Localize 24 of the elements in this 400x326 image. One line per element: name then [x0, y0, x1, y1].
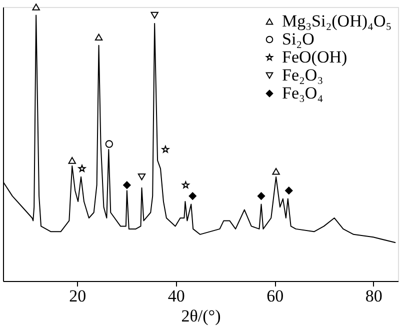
point [105, 140, 114, 148]
point [150, 12, 158, 19]
x-tick-label: 20 [69, 286, 86, 306]
point [257, 192, 266, 200]
point [94, 34, 103, 41]
x-axis-title: 2θ/(°) [181, 306, 221, 326]
x-tick-label: 40 [168, 286, 185, 306]
point [182, 181, 190, 188]
point [272, 168, 280, 175]
x-tick-label: 80 [365, 286, 382, 306]
point [188, 192, 196, 200]
legend-label: Fe₂O₃ [282, 66, 324, 84]
point [78, 164, 86, 172]
point [138, 173, 146, 180]
point [68, 157, 76, 164]
point [32, 4, 40, 10]
point [123, 181, 131, 189]
legend-label: Si₂O [282, 30, 314, 48]
legend-label: Fe₃O₄ [282, 84, 324, 102]
legend-label: Mg₃Si₂(OH)₄O₅ [282, 12, 392, 30]
x-tick-label: 60 [266, 286, 284, 306]
legend-label: FeO(OH) [282, 48, 348, 66]
point [162, 146, 170, 153]
point [285, 186, 293, 194]
